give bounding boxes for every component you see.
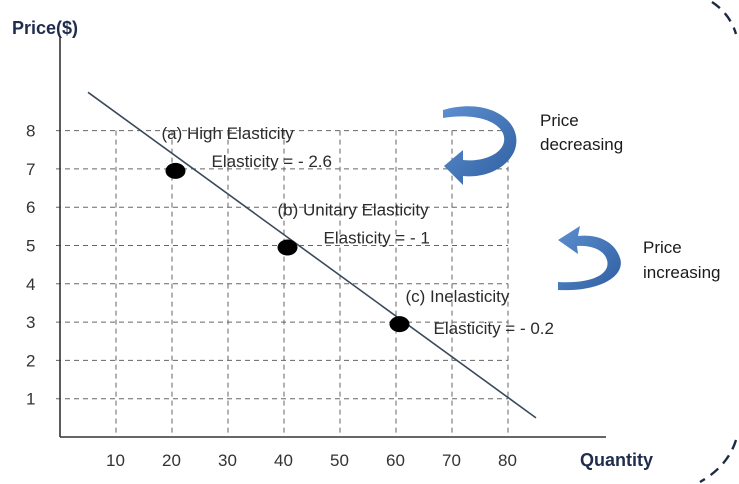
point-elasticity-value: Elasticity = - 0.2 — [434, 319, 554, 338]
price-decreasing-line-1: Price — [540, 111, 579, 130]
price-decreasing-line-2: decreasing — [540, 135, 623, 154]
data-point — [389, 316, 410, 333]
x-tick-labels: 10 20 30 40 50 60 70 80 — [106, 451, 517, 470]
price-increasing-arrow-icon — [558, 226, 621, 291]
x-axis-title: Quantity — [580, 450, 653, 470]
point-label: (c) Inelasticity — [406, 287, 510, 306]
point-label: (b) Unitary Elasticity — [278, 201, 430, 220]
y-tick-label: 4 — [26, 275, 35, 294]
price-increasing-note: Price increasing — [643, 238, 721, 282]
y-axis-title: Price($) — [12, 18, 78, 38]
x-tick-label: 70 — [442, 451, 461, 470]
x-tick-label: 40 — [274, 451, 293, 470]
x-tick-label: 50 — [330, 451, 349, 470]
point-elasticity-value: Elasticity = - 2.6 — [212, 152, 332, 171]
frame-corner-top-right — [711, 1, 738, 35]
x-tick-label: 20 — [162, 451, 181, 470]
data-point — [277, 239, 298, 256]
y-tick-label: 2 — [26, 351, 35, 370]
point-annotations: (a) High Elasticity Elasticity = - 2.6 (b)… — [162, 124, 554, 338]
x-tick-label: 30 — [218, 451, 237, 470]
y-tick-label: 7 — [26, 160, 35, 179]
price-decreasing-note: Price decreasing — [540, 111, 623, 154]
point-label: (a) High Elasticity — [162, 124, 295, 143]
x-tick-label: 10 — [106, 451, 125, 470]
price-increasing-line-2: increasing — [643, 263, 721, 282]
grid-lines — [56, 130, 509, 437]
price-decreasing-arrow-icon — [443, 106, 517, 185]
y-tick-label: 5 — [26, 237, 35, 256]
y-tick-label: 6 — [26, 198, 35, 217]
price-increasing-line-1: Price — [643, 238, 682, 257]
data-point — [165, 162, 186, 179]
point-elasticity-value: Elasticity = - 1 — [324, 229, 430, 248]
data-points — [165, 162, 410, 333]
y-tick-label: 1 — [26, 390, 35, 409]
x-tick-label: 80 — [498, 451, 517, 470]
x-tick-label: 60 — [386, 451, 405, 470]
demand-curve — [87, 91, 537, 419]
y-tick-label: 8 — [26, 122, 35, 141]
y-tick-labels: 1 2 3 4 5 6 7 8 — [26, 122, 35, 409]
frame-corner-bottom-right — [699, 439, 738, 484]
y-tick-label: 3 — [26, 313, 35, 332]
